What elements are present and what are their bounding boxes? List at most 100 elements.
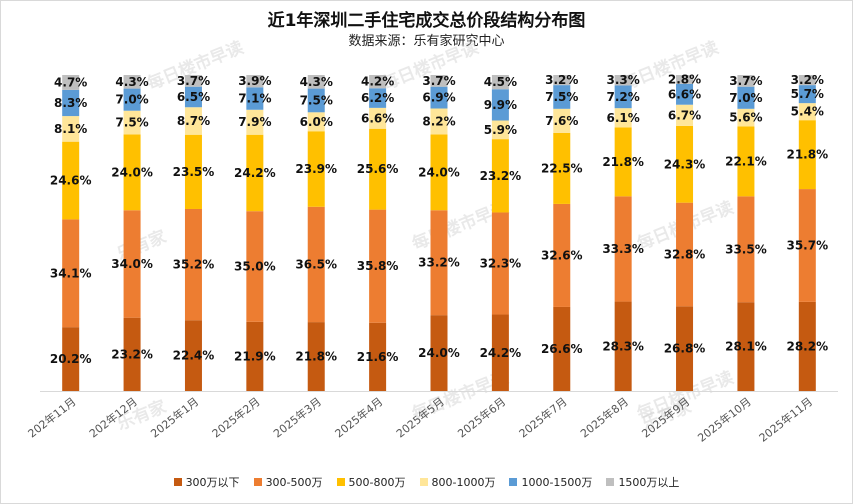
bar-segment <box>676 306 694 391</box>
data-label: 7.2% <box>607 90 640 104</box>
data-label: 24.6% <box>50 174 92 188</box>
legend-swatch <box>253 478 262 486</box>
bar-segment <box>430 75 448 87</box>
bar-segment <box>62 89 80 117</box>
legend-swatch <box>509 478 518 486</box>
data-label: 7.0% <box>115 93 148 107</box>
data-label: 23.2% <box>111 347 153 361</box>
bar-segment <box>369 209 387 323</box>
data-label: 26.8% <box>664 342 706 356</box>
data-label: 24.3% <box>664 157 706 171</box>
data-label: 5.4% <box>791 105 824 119</box>
bar-segment <box>62 116 80 142</box>
legend-swatch <box>606 478 615 486</box>
chart-title: 近1年深圳二手住宅成交总价段结构分布图 <box>267 11 586 31</box>
data-label: 5.7% <box>791 87 824 101</box>
bar-segment <box>553 306 571 391</box>
data-label: 22.1% <box>725 154 767 168</box>
bar-segment <box>307 322 325 391</box>
data-label: 6.1% <box>607 111 640 125</box>
bar-segment <box>246 211 264 322</box>
bar-segment <box>798 103 816 121</box>
bar-segment <box>123 110 141 135</box>
data-label: 35.2% <box>173 258 215 272</box>
data-label: 24.2% <box>234 166 276 180</box>
bar-segment <box>123 210 141 318</box>
legend-label: 300-500万 <box>265 476 323 489</box>
data-label: 32.8% <box>664 247 706 261</box>
chart-legend: 300万以下 300-500万 500-800万 800-1000万 1000-1500… <box>0 474 853 490</box>
x-tick-label: 2025年11月 <box>756 394 815 444</box>
data-label: 4.5% <box>484 75 517 89</box>
bar-segment <box>614 127 632 197</box>
data-label: 6.0% <box>300 115 333 129</box>
bar-segment <box>491 75 509 90</box>
data-label: 34.1% <box>50 266 92 280</box>
data-label: 7.1% <box>238 92 271 106</box>
data-label: 3.2% <box>791 73 824 87</box>
data-label: 33.3% <box>602 242 644 256</box>
data-label: 7.5% <box>115 116 148 130</box>
bar-segment <box>553 132 571 204</box>
x-tick-label: 2025年8月 <box>577 394 631 440</box>
bar-segment <box>798 301 816 391</box>
data-label: 35.7% <box>786 238 828 252</box>
data-label: 33.2% <box>418 256 460 270</box>
data-label: 4.2% <box>361 75 394 89</box>
bar-segment <box>123 317 141 391</box>
bar-segment <box>614 75 632 86</box>
bar-segment <box>430 134 448 211</box>
data-label: 32.6% <box>541 248 583 262</box>
bar-segment <box>491 139 509 213</box>
bar-segment <box>798 189 816 302</box>
x-tick-label: 2025年2月 <box>209 394 263 440</box>
x-tick-label: 2025年7月 <box>516 394 570 440</box>
bar-segment <box>737 302 755 391</box>
data-label: 5.9% <box>484 123 517 137</box>
legend-swatch <box>419 478 428 486</box>
data-label: 2.8% <box>668 72 701 86</box>
bar-segment <box>430 315 448 391</box>
data-label: 23.2% <box>480 169 522 183</box>
data-label: 32.3% <box>480 256 522 270</box>
bar-segment <box>123 134 141 211</box>
legend-label: 500-800万 <box>348 476 406 489</box>
data-label: 34.0% <box>111 257 153 271</box>
bar-segment <box>62 141 80 220</box>
bar-segment <box>246 87 264 110</box>
bar-segment <box>307 88 325 113</box>
bar-segment <box>184 320 202 391</box>
bar-segment <box>307 75 325 89</box>
data-label: 24.0% <box>418 165 460 179</box>
legend-item: 500-800万 <box>336 474 406 490</box>
data-label: 24.0% <box>111 165 153 179</box>
bar-segment <box>246 134 264 212</box>
bar-segment <box>307 131 325 207</box>
legend-item: 300万以下 <box>173 474 240 490</box>
bar-segment <box>737 126 755 197</box>
bar-segment <box>676 202 694 307</box>
bar-segment <box>62 75 80 90</box>
bar-segment <box>307 112 325 132</box>
data-label: 21.9% <box>234 349 276 363</box>
data-label: 6.6% <box>361 111 394 125</box>
bar-segment <box>246 109 264 135</box>
bar-segment <box>369 88 387 108</box>
x-tick-label: 2025年3月 <box>271 394 325 440</box>
bar-segment <box>184 134 202 209</box>
bar-segment <box>614 108 632 128</box>
bar-segment <box>123 75 141 89</box>
bar-segment <box>491 120 509 140</box>
bar-segment <box>737 196 755 303</box>
data-label: 24.0% <box>418 346 460 360</box>
bar-segment <box>430 108 448 135</box>
bar-segment <box>676 83 694 105</box>
data-label: 4.3% <box>115 75 148 89</box>
data-label: 3.7% <box>422 74 455 88</box>
bar-segment <box>184 107 202 135</box>
data-label: 6.7% <box>668 108 701 122</box>
data-label: 22.5% <box>541 161 583 175</box>
bar-segment <box>614 196 632 302</box>
data-label: 7.9% <box>238 115 271 129</box>
